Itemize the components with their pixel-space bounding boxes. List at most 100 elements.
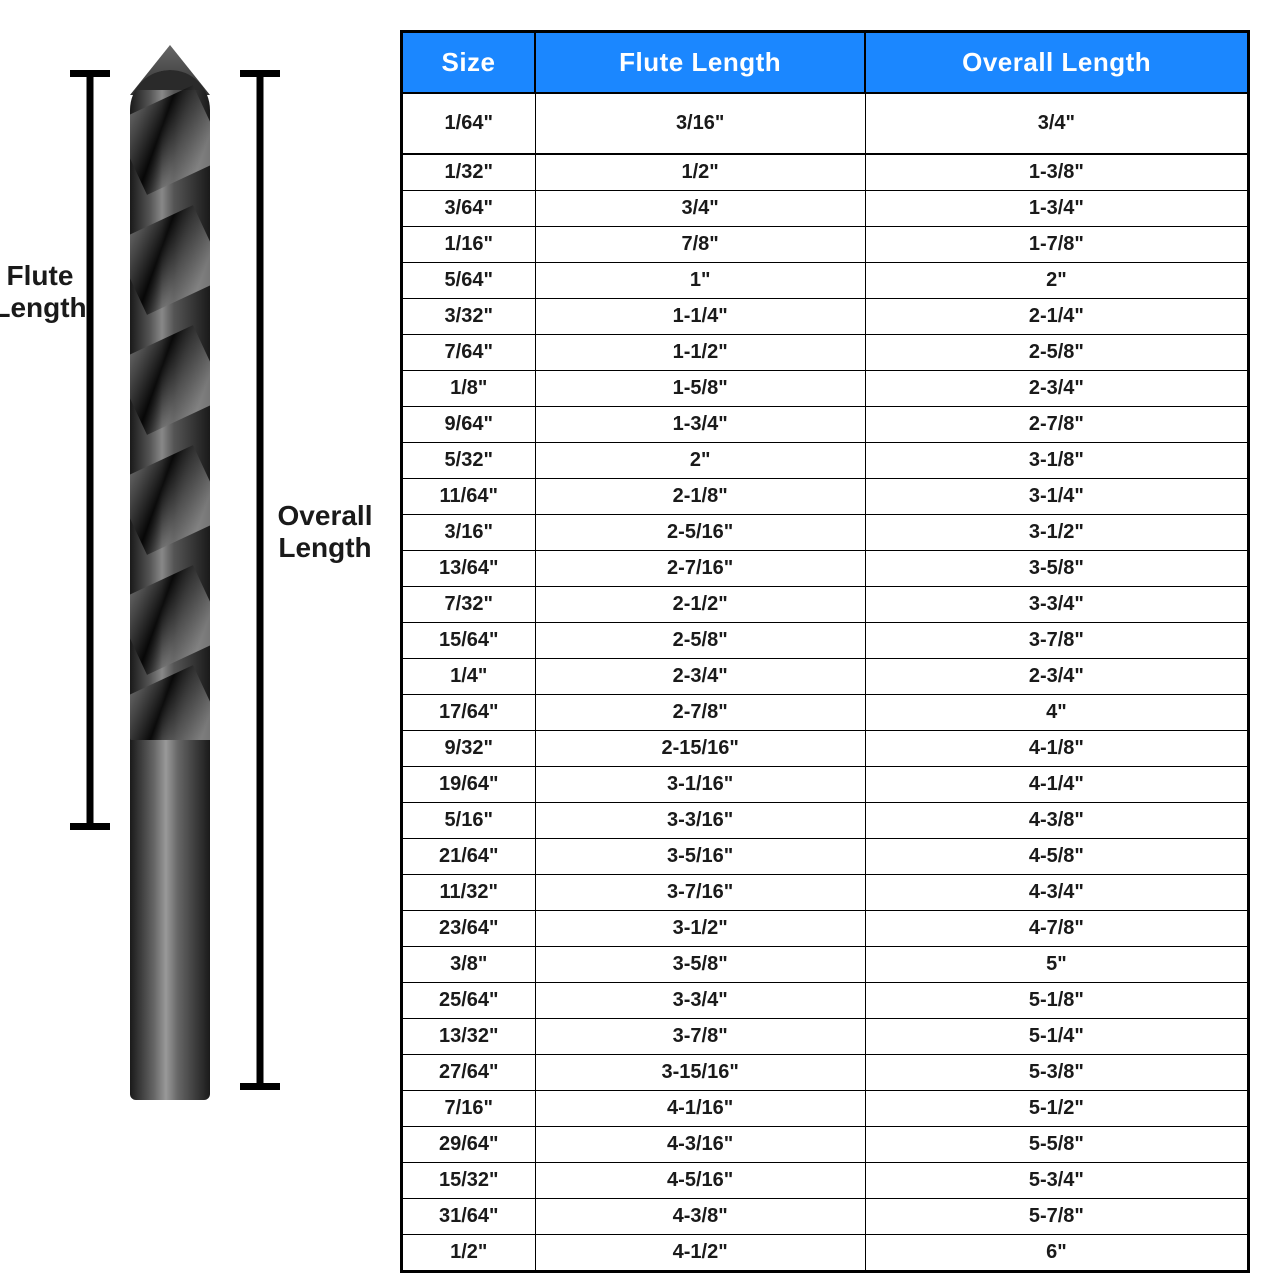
table-cell: 3-7/8" [535, 1019, 865, 1055]
table-cell: 5-7/8" [865, 1199, 1248, 1235]
table-cell: 1-3/8" [865, 154, 1248, 191]
table-cell: 3-1/2" [865, 515, 1248, 551]
table-cell: 1/4" [402, 659, 536, 695]
table-cell: 2-15/16" [535, 731, 865, 767]
table-cell: 6" [865, 1235, 1248, 1272]
table-cell: 17/64" [402, 695, 536, 731]
table-cell: 1/8" [402, 371, 536, 407]
table-row: 1/16"7/8"1-7/8" [402, 227, 1249, 263]
table-cell: 3/4" [865, 93, 1248, 154]
table-cell: 4-1/16" [535, 1091, 865, 1127]
table-cell: 4-3/8" [865, 803, 1248, 839]
table-cell: 5/16" [402, 803, 536, 839]
table-row: 25/64"3-3/4"5-1/8" [402, 983, 1249, 1019]
table-cell: 5-1/4" [865, 1019, 1248, 1055]
table-cell: 3-1/8" [865, 443, 1248, 479]
table-cell: 2-3/4" [865, 659, 1248, 695]
table-cell: 19/64" [402, 767, 536, 803]
table-cell: 3-7/8" [865, 623, 1248, 659]
table-cell: 11/64" [402, 479, 536, 515]
table-cell: 25/64" [402, 983, 536, 1019]
table-cell: 2-7/16" [535, 551, 865, 587]
table-row: 17/64"2-7/8"4" [402, 695, 1249, 731]
table-cell: 4-3/8" [535, 1199, 865, 1235]
table-cell: 2-1/2" [535, 587, 865, 623]
table-cell: 3-1/2" [535, 911, 865, 947]
table-cell: 4" [865, 695, 1248, 731]
table-cell: 1-3/4" [535, 407, 865, 443]
table-cell: 9/32" [402, 731, 536, 767]
table-cell: 3-5/8" [865, 551, 1248, 587]
table-cell: 1-1/4" [535, 299, 865, 335]
table-cell: 15/32" [402, 1163, 536, 1199]
table-row: 19/64"3-1/16"4-1/4" [402, 767, 1249, 803]
table-cell: 2-1/4" [865, 299, 1248, 335]
table-cell: 27/64" [402, 1055, 536, 1091]
overall-bracket-icon [240, 70, 280, 1090]
table-cell: 1-5/8" [535, 371, 865, 407]
table-row: 9/64"1-3/4"2-7/8" [402, 407, 1249, 443]
table-cell: 3/32" [402, 299, 536, 335]
overall-length-label: Overall Length [270, 500, 380, 564]
table-cell: 3-3/4" [535, 983, 865, 1019]
table-cell: 5/64" [402, 263, 536, 299]
table-cell: 13/32" [402, 1019, 536, 1055]
table-row: 23/64"3-1/2"4-7/8" [402, 911, 1249, 947]
table-row: 13/32"3-7/8"5-1/4" [402, 1019, 1249, 1055]
table-cell: 15/64" [402, 623, 536, 659]
table-row: 15/32"4-5/16"5-3/4" [402, 1163, 1249, 1199]
flute-bracket-icon [70, 70, 110, 830]
table-cell: 5-3/4" [865, 1163, 1248, 1199]
table-row: 21/64"3-5/16"4-5/8" [402, 839, 1249, 875]
table-row: 1/2"4-1/2"6" [402, 1235, 1249, 1272]
page: Flute Length Overall Length Size Flute L… [0, 0, 1280, 1280]
size-table: Size Flute Length Overall Length 1/64"3/… [400, 30, 1250, 1273]
table-row: 3/32"1-1/4"2-1/4" [402, 299, 1249, 335]
table-cell: 3-3/16" [535, 803, 865, 839]
table-row: 1/8"1-5/8"2-3/4" [402, 371, 1249, 407]
col-flute: Flute Length [535, 32, 865, 94]
table-cell: 7/16" [402, 1091, 536, 1127]
table-cell: 31/64" [402, 1199, 536, 1235]
table-row: 7/16"4-1/16"5-1/2" [402, 1091, 1249, 1127]
table-cell: 13/64" [402, 551, 536, 587]
table-cell: 21/64" [402, 839, 536, 875]
table-cell: 4-3/4" [865, 875, 1248, 911]
drill-shank-icon [130, 740, 210, 1100]
table-cell: 4-1/4" [865, 767, 1248, 803]
table-row: 11/64"2-1/8"3-1/4" [402, 479, 1249, 515]
table-row: 11/32"3-7/16"4-3/4" [402, 875, 1249, 911]
table-row: 29/64"4-3/16"5-5/8" [402, 1127, 1249, 1163]
table-cell: 5-5/8" [865, 1127, 1248, 1163]
table-cell: 2-7/8" [535, 695, 865, 731]
table-cell: 3-5/16" [535, 839, 865, 875]
col-size: Size [402, 32, 536, 94]
table-row: 1/64"3/16"3/4" [402, 93, 1249, 154]
col-overall: Overall Length [865, 32, 1248, 94]
table-cell: 11/32" [402, 875, 536, 911]
table-cell: 2-1/8" [535, 479, 865, 515]
table-cell: 23/64" [402, 911, 536, 947]
table-cell: 3/16" [535, 93, 865, 154]
table-row: 5/16"3-3/16"4-3/8" [402, 803, 1249, 839]
table-row: 15/64"2-5/8"3-7/8" [402, 623, 1249, 659]
table-cell: 1/2" [535, 154, 865, 191]
flute-length-label: Flute Length [0, 260, 95, 324]
table-cell: 3-15/16" [535, 1055, 865, 1091]
table-cell: 4-1/8" [865, 731, 1248, 767]
table-row: 1/4"2-3/4"2-3/4" [402, 659, 1249, 695]
table-cell: 1" [535, 263, 865, 299]
table-cell: 2-7/8" [865, 407, 1248, 443]
table-cell: 9/64" [402, 407, 536, 443]
table-cell: 3-5/8" [535, 947, 865, 983]
table-cell: 3/8" [402, 947, 536, 983]
table-cell: 5-1/2" [865, 1091, 1248, 1127]
table-cell: 3-7/16" [535, 875, 865, 911]
table-row: 31/64"4-3/8"5-7/8" [402, 1199, 1249, 1235]
table-row: 7/32"2-1/2"3-3/4" [402, 587, 1249, 623]
table-cell: 1/16" [402, 227, 536, 263]
table-cell: 3/64" [402, 191, 536, 227]
table-cell: 1-3/4" [865, 191, 1248, 227]
table-cell: 4-3/16" [535, 1127, 865, 1163]
table-cell: 1/64" [402, 93, 536, 154]
